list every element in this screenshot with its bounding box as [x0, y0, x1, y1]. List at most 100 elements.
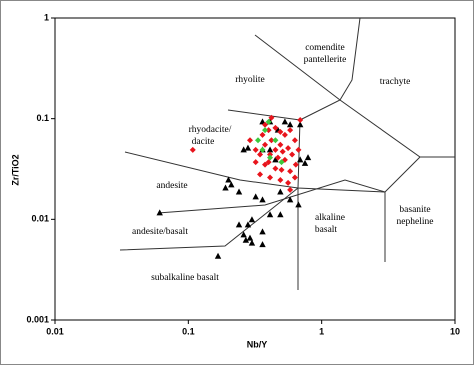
x-tick-label: 0.01: [46, 326, 64, 336]
data-point: [262, 127, 269, 134]
data-point: [289, 151, 296, 158]
data-point: [281, 118, 289, 125]
data-point: [278, 159, 285, 166]
field-label: trachyte: [380, 77, 411, 87]
data-point: [248, 239, 256, 246]
field-label: comendite: [305, 43, 345, 53]
data-point: [292, 161, 299, 168]
data-point: [285, 179, 292, 186]
data-point: [262, 161, 269, 168]
data-point: [278, 166, 285, 173]
y-tick-label: 0.001: [26, 314, 49, 324]
data-point: [252, 159, 259, 166]
data-point: [295, 146, 302, 153]
data-point: [252, 146, 259, 153]
field-label: alkaline: [315, 213, 345, 223]
data-point: [259, 228, 266, 235]
x-axis-label: Nb/Y: [247, 339, 268, 349]
data-point: [272, 137, 279, 144]
field-label: basalt: [315, 225, 338, 235]
data-point: [266, 146, 274, 153]
data-point: [287, 186, 294, 193]
data-point: [254, 137, 261, 144]
field-label: andesite: [156, 181, 187, 191]
data-point: [291, 174, 298, 181]
data-point: [267, 151, 274, 158]
data-point: [225, 176, 232, 183]
data-point: [287, 168, 294, 175]
data-point: [272, 124, 279, 131]
data-point: [262, 121, 269, 128]
data-point: [272, 156, 279, 163]
data-point: [244, 144, 252, 151]
x-tick-label: 0.1: [182, 326, 195, 336]
data-point: [277, 211, 284, 218]
field-label: dacite: [192, 137, 215, 147]
data-point: [277, 188, 284, 195]
data-point: [277, 176, 284, 183]
data-point: [267, 154, 274, 161]
data-point: [267, 174, 274, 181]
data-point: [286, 121, 294, 128]
data-point: [291, 137, 298, 144]
data-point: [242, 236, 250, 243]
data-point: [296, 156, 304, 163]
data-point: [268, 114, 275, 121]
data-point: [259, 146, 266, 153]
data-point: [235, 221, 243, 228]
field-label: nepheline: [397, 217, 434, 227]
data-point: [285, 145, 292, 152]
field-label: rhyolite: [235, 75, 265, 85]
data-point: [265, 118, 272, 125]
data-point: [277, 141, 284, 148]
plot-area: [54, 17, 456, 321]
data-point: [259, 131, 266, 138]
data-point: [297, 116, 304, 123]
x-tick-label: 10: [450, 326, 460, 336]
data-point: [287, 127, 294, 134]
y-tick-label: 1: [44, 12, 49, 22]
x-tick-label: 1: [319, 326, 324, 336]
data-point: [265, 159, 272, 166]
data-point: [257, 171, 264, 178]
data-point: [252, 193, 259, 200]
data-point: [189, 146, 196, 153]
field-label: basanite: [399, 205, 430, 215]
y-tick-label: 0.1: [36, 113, 49, 123]
data-point: [274, 154, 281, 161]
y-axis-label: Zr/TiO2: [10, 154, 20, 185]
data-point: [240, 231, 247, 238]
data-point: [156, 209, 163, 216]
data-point: [262, 141, 269, 148]
field-label: subalkaline basalt: [151, 273, 219, 283]
field-label: rhyodacite/: [189, 125, 232, 135]
data-point: [281, 131, 288, 138]
data-point: [265, 127, 272, 134]
data-point: [259, 196, 266, 203]
data-point: [272, 165, 279, 172]
data-point: [240, 146, 247, 153]
data-point: [259, 241, 266, 248]
data-point: [246, 234, 254, 241]
data-point: [244, 221, 252, 228]
field-label: pantellerite: [304, 55, 347, 65]
data-point: [295, 201, 302, 208]
data-point: [228, 181, 235, 188]
data-point: [272, 146, 279, 153]
data-point: [266, 211, 274, 218]
data-point: [268, 137, 275, 144]
data-point: [248, 216, 256, 223]
data-point: [277, 128, 284, 135]
data-point: [214, 252, 222, 259]
data-point: [279, 148, 286, 155]
field-boundaries: [119, 17, 455, 290]
data-point: [222, 184, 229, 191]
data-point: [304, 154, 312, 161]
data-point: [301, 159, 309, 166]
data-point: [296, 121, 304, 128]
data-point: [257, 151, 264, 158]
y-tick-label: 0.01: [31, 214, 49, 224]
data-point: [235, 188, 243, 195]
